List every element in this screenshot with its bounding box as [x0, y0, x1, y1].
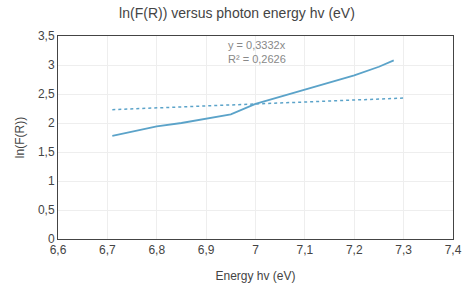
svg-text:Energy hv (eV): Energy hv (eV)	[215, 269, 295, 283]
svg-text:2,5: 2,5	[38, 87, 55, 101]
svg-text:7: 7	[252, 243, 259, 257]
svg-text:6,7: 6,7	[99, 243, 116, 257]
svg-text:1,5: 1,5	[38, 145, 55, 159]
svg-text:3,5: 3,5	[38, 29, 55, 43]
svg-text:0: 0	[48, 232, 55, 246]
svg-text:3: 3	[48, 58, 55, 72]
svg-text:7,3: 7,3	[395, 243, 412, 257]
svg-text:0,5: 0,5	[38, 203, 55, 217]
svg-text:7,4: 7,4	[445, 243, 462, 257]
svg-text:ln(F(R)) versus photon energy: ln(F(R)) versus photon energy hv (eV)	[119, 5, 355, 21]
svg-text:ln(F(R)): ln(F(R))	[13, 117, 27, 158]
svg-text:7,1: 7,1	[297, 243, 314, 257]
svg-text:6,6: 6,6	[50, 243, 67, 257]
svg-text:y = 0,3332xR² = 0,2626: y = 0,3332xR² = 0,2626	[228, 39, 286, 65]
svg-text:6,8: 6,8	[148, 243, 165, 257]
svg-text:7,2: 7,2	[346, 243, 363, 257]
svg-text:1: 1	[48, 174, 55, 188]
svg-text:2: 2	[48, 116, 55, 130]
svg-text:6,9: 6,9	[198, 243, 215, 257]
